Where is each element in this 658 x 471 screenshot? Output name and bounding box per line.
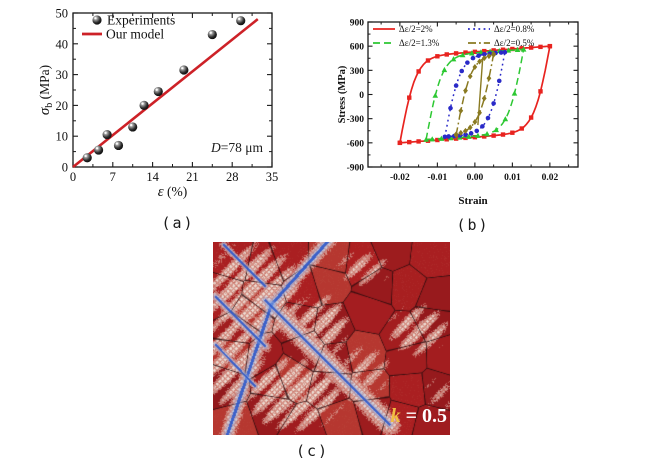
- y-tick-label-b: -300: [347, 115, 365, 125]
- experiment-point: [113, 140, 124, 151]
- y-tick-label-b: 0: [359, 91, 364, 101]
- experiment-point: [179, 65, 189, 75]
- legend-label-experiments: Experiments: [107, 13, 175, 28]
- y-tick-label-b: 300: [350, 67, 365, 77]
- legend-label: Δε/2=1.3%: [399, 38, 440, 48]
- k-symbol: k: [390, 405, 401, 427]
- x-tick-label-a: 7: [110, 170, 116, 184]
- experiment-point: [139, 100, 149, 110]
- experiment-point: [93, 145, 104, 155]
- y-tick-label-a: 40: [56, 37, 69, 51]
- experiment-point: [102, 130, 112, 140]
- hysteresis-loops-chart: -0.02 -0.01 0.00 0.01 0.02 -900 -600 -300 0 300 60…: [337, 19, 579, 207]
- microstructure-wrap: k = 0.5: [213, 242, 450, 435]
- caption-c: (c): [295, 442, 330, 460]
- x-tick-label-b: 0.02: [542, 173, 559, 183]
- hysteresis-loop: [398, 45, 551, 144]
- x-tick-label-a: 35: [266, 170, 279, 184]
- y-tick-label-a: 0: [62, 161, 68, 175]
- initial-loading-line: [477, 57, 484, 126]
- y-tick-label-a: 50: [56, 7, 69, 21]
- panel-c: k = 0.5 (c): [213, 242, 450, 471]
- tensile-model-chart: 0 7 14 21 28 35 0 10 20 30 40 50 ε (%) σb (MPa) Experi…: [37, 7, 279, 201]
- y-axis-label-b: Stress (MPa): [337, 65, 348, 123]
- x-tick-label-a: 0: [70, 170, 76, 184]
- x-tick-label-a: 21: [186, 170, 199, 184]
- caption-a: (a): [161, 214, 195, 232]
- x-tick-label-a: 14: [146, 170, 159, 184]
- x-tick-label-b: -0.01: [427, 173, 447, 183]
- model-line: [72, 18, 259, 169]
- x-axis-label-b: Strain: [458, 195, 487, 207]
- x-tick-label-b: 0.01: [504, 173, 521, 183]
- y-tick-label-b: -900: [347, 164, 365, 174]
- k-value: = 0.5: [400, 405, 447, 427]
- x-tick-label-b: -0.02: [390, 173, 410, 183]
- x-tick-label-b: 0.00: [467, 173, 484, 183]
- legend-label: Δε/2=2%: [399, 24, 433, 34]
- y-tick-label-b: -600: [347, 139, 365, 149]
- panel-b: -0.02 -0.01 0.00 0.01 0.02 -900 -600 -300 0 300 60…: [335, 0, 658, 240]
- grain-size-annotation: D=78 μm: [210, 140, 263, 155]
- experiment-point: [153, 86, 163, 97]
- y-tick-label-a: 30: [56, 68, 69, 82]
- x-tick-label-a: 28: [226, 170, 239, 184]
- x-axis-label-a: ε (%): [158, 184, 188, 200]
- experiment-point: [82, 153, 92, 163]
- y-tick-label-a: 20: [56, 99, 69, 113]
- hysteresis-loop: [425, 48, 525, 141]
- k-value-label: k = 0.5: [391, 405, 447, 427]
- legend-label: Δε/2=0.8%: [494, 24, 535, 34]
- y-tick-label-b: 600: [350, 43, 365, 53]
- y-axis-label-a: σb (MPa): [37, 65, 55, 115]
- experiment-point: [207, 29, 217, 40]
- y-tick-label-b: 900: [350, 19, 365, 29]
- legend-label-model: Our model: [106, 27, 164, 42]
- experiment-point: [128, 122, 138, 132]
- legend-sphere-marker: [92, 15, 102, 25]
- panel-a: 0 7 14 21 28 35 0 10 20 30 40 50 ε (%) σb (MPa) Experi…: [35, 0, 305, 240]
- y-tick-label-a: 10: [56, 130, 69, 144]
- microstructure-image: [213, 242, 450, 435]
- experiment-point: [236, 16, 246, 26]
- legend-label: Δε/2=0.5%: [494, 38, 535, 48]
- caption-b: (b): [456, 216, 490, 234]
